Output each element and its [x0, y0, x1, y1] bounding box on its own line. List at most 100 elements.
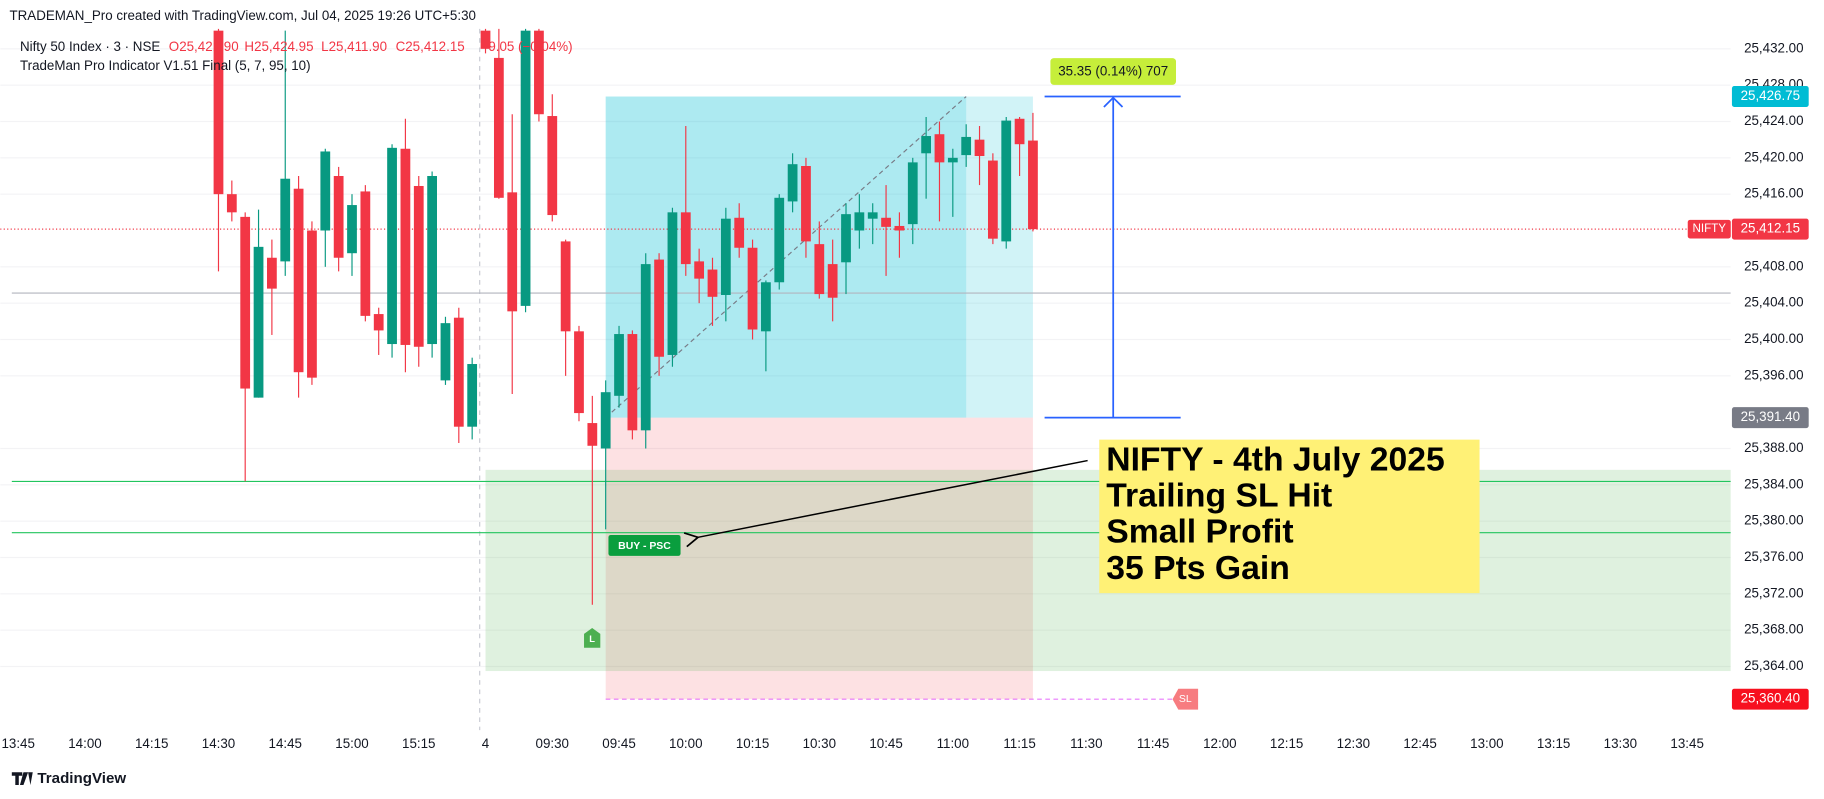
candle-body — [907, 162, 918, 225]
x-tick-label: 11:30 — [1070, 736, 1102, 751]
candle-body — [921, 136, 932, 154]
position-path — [605, 96, 967, 419]
x-tick-label: 14:45 — [269, 736, 302, 751]
x-tick-label: 13:45 — [1670, 736, 1703, 751]
brand: TradingView — [37, 770, 126, 787]
candle-body — [894, 225, 905, 231]
candle-body — [854, 212, 865, 231]
candle-body — [574, 331, 584, 414]
x-tick-label: 15:15 — [402, 736, 435, 751]
candle-body — [881, 217, 891, 227]
candle-body — [814, 244, 825, 295]
y-tick-label: 25,416.00 — [1744, 186, 1803, 201]
candle-body — [614, 334, 624, 396]
x-tick-label: 09:30 — [536, 736, 569, 751]
x-tick-label: 13:30 — [1604, 736, 1637, 751]
signal-label: BUY - PSC — [618, 541, 671, 552]
candle-body — [373, 314, 384, 331]
y-tick-label: 25,364.00 — [1744, 658, 1803, 673]
y-tick-label: 25,424.00 — [1744, 113, 1803, 128]
x-tick-label: 12:15 — [1270, 736, 1303, 751]
annotation-box — [1099, 439, 1480, 594]
signal-marker-label: L — [589, 634, 595, 644]
candle-body — [1001, 120, 1012, 242]
candle-body — [600, 392, 611, 449]
signal-box — [608, 534, 681, 556]
candle-body — [694, 261, 705, 279]
candle-body — [240, 216, 251, 389]
x-tick-label: 13:45 — [1, 736, 34, 751]
candle-body — [440, 323, 451, 381]
candle-body — [934, 134, 945, 163]
annotation-line: Trailing SL Hit — [1106, 477, 1332, 515]
candle-body — [453, 317, 464, 427]
x-tick-label: 10:30 — [803, 736, 836, 751]
y-tick-label: 25,432.00 — [1744, 40, 1803, 55]
x-tick-label: 12:00 — [1203, 736, 1236, 751]
candle-body — [1028, 140, 1038, 230]
candle-body — [560, 241, 571, 332]
price-label-box — [1731, 86, 1809, 107]
y-tick-label: 25,408.00 — [1744, 258, 1803, 273]
candle-body — [734, 217, 745, 248]
x-tick-label: 14:00 — [68, 736, 101, 751]
y-tick-label: 25,396.00 — [1744, 367, 1803, 382]
ohlc-legend: O25,421.90 — [169, 39, 239, 54]
stop-tag — [1172, 688, 1199, 710]
candle-body — [467, 364, 478, 427]
price-tag: NIFTY — [1692, 222, 1726, 235]
candle-body — [480, 30, 491, 49]
candle-body — [947, 157, 958, 163]
x-tick-label: 13:15 — [1537, 736, 1570, 751]
price-label: 25,426.75 — [1741, 88, 1800, 103]
candle-body — [987, 160, 998, 239]
measure-label: 35.35 (0.14%) 707 — [1058, 64, 1168, 79]
candle-body — [654, 259, 664, 357]
candle-body — [400, 148, 411, 345]
annotation-line: Small Profit — [1106, 513, 1293, 551]
candle-body — [801, 166, 811, 242]
y-tick-label: 25,420.00 — [1744, 149, 1803, 164]
candle-body — [293, 188, 304, 373]
x-tick-label: 13:00 — [1470, 736, 1503, 751]
price-label-box — [1731, 688, 1809, 710]
candle-body — [761, 282, 771, 332]
candle-body — [226, 194, 237, 213]
candle-body — [867, 212, 878, 219]
signal-marker — [584, 628, 601, 648]
price-tag-box — [1687, 219, 1731, 239]
candle-body — [534, 30, 544, 115]
candle-body — [707, 269, 718, 297]
candle-body — [320, 151, 331, 231]
price-label: 25,412.15 — [1741, 221, 1800, 236]
candle-body — [587, 423, 598, 446]
x-tick-label: 15:00 — [335, 736, 368, 751]
price-label-box — [1731, 218, 1809, 240]
measure-arrow — [1103, 96, 1124, 108]
y-tick-label: 25,368.00 — [1744, 622, 1803, 637]
candle-body — [253, 246, 264, 398]
brand-logo — [11, 772, 33, 786]
candle-body — [720, 218, 731, 295]
candle-body — [747, 247, 758, 330]
attribution: TRADEMAN_Pro created with TradingView.co… — [9, 8, 475, 23]
y-tick-label: 25,384.00 — [1744, 476, 1803, 491]
candle-body — [547, 116, 558, 216]
symbol-legend: Nifty 50 Index · 3 · NSE — [20, 39, 160, 54]
overlay: 25,432.0025,428.0025,424.0025,420.0025,4… — [1, 39, 1809, 751]
y-tick-label: 25,372.00 — [1744, 585, 1803, 600]
candle-body — [627, 334, 638, 431]
ohlc-legend: L25,411.90 — [321, 39, 387, 54]
candle-body — [347, 205, 357, 254]
annotation-line: 35 Pts Gain — [1106, 549, 1290, 587]
candle-body — [267, 257, 277, 289]
candle-body — [520, 30, 531, 306]
candle-body — [680, 212, 691, 265]
y-tick-label: 25,380.00 — [1744, 513, 1803, 528]
price-label-box — [1731, 407, 1809, 429]
candle-body — [333, 175, 344, 258]
ohlc-legend: C25,412.15 — [396, 39, 465, 54]
candle-body — [961, 136, 972, 156]
